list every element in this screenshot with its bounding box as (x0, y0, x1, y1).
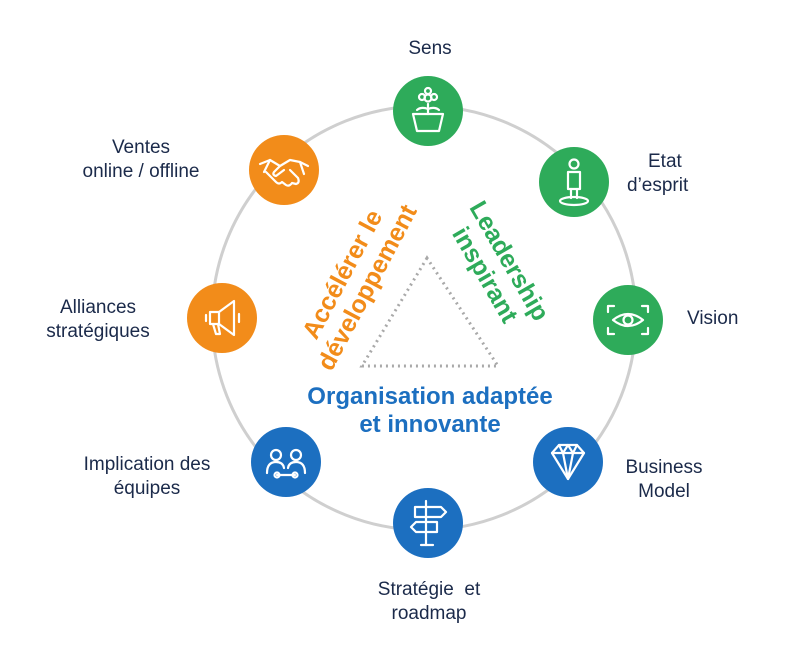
node-label-sens: Sens (408, 38, 452, 59)
node-sens (393, 76, 463, 146)
node-etat (539, 147, 609, 217)
eye-focus-icon (606, 304, 650, 336)
node-label-strategie-roadmap: Stratégie et roadmap (377, 579, 481, 624)
node-circle-implication (251, 427, 321, 497)
signpost-icon (409, 499, 448, 547)
plant-pot-icon (411, 86, 445, 133)
node-implication (251, 427, 321, 497)
node-circle-vision (593, 285, 663, 355)
node-ventes (249, 135, 319, 205)
node-label-ventes: Ventes online / offline (82, 137, 200, 182)
node-label-alliances: Alliances stratégiques (46, 297, 150, 342)
theme-organisation-adaptee: Organisation adaptée et innovante (307, 383, 553, 438)
node-circle-alliances (187, 283, 257, 353)
megaphone-icon (204, 299, 241, 337)
node-label-etat-esprit: Etat d’esprit (627, 151, 689, 196)
node-label-business-model: Business Model (625, 457, 703, 502)
handshake-icon (258, 158, 310, 187)
node-circle-etat (539, 147, 609, 217)
node-alliances (187, 283, 257, 353)
node-label-implication-equipes: Implication des équipes (83, 454, 211, 499)
node-vision (593, 285, 663, 355)
node-label-vision: Vision (687, 308, 739, 329)
node-circle-business (533, 427, 603, 497)
person-standing-icon (558, 158, 590, 207)
diamond-icon (550, 443, 586, 481)
team-link-icon (265, 448, 307, 479)
node-strategie (393, 488, 463, 558)
node-business (533, 427, 603, 497)
